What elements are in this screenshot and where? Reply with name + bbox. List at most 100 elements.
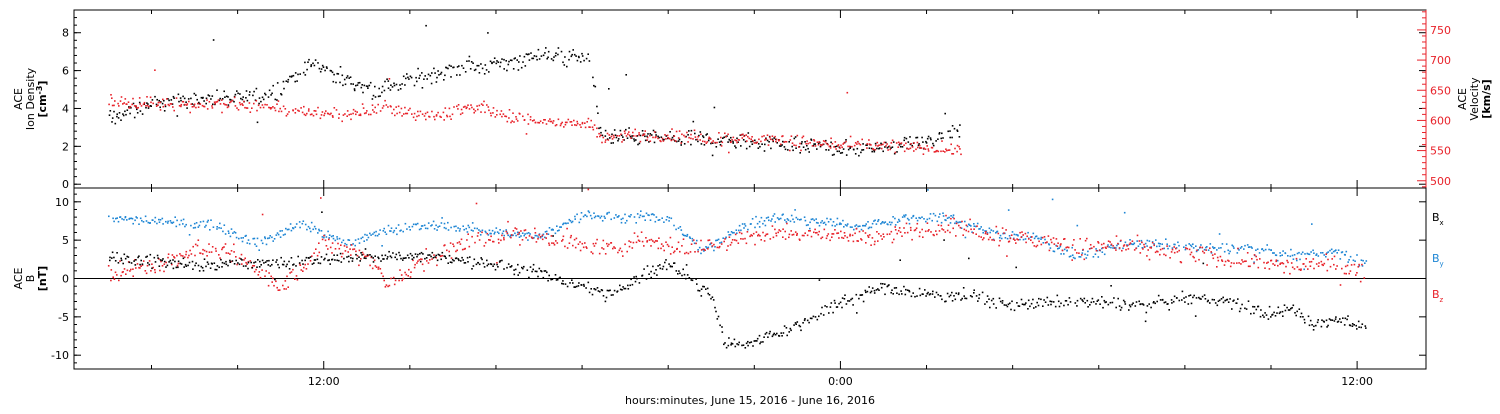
velocity-point <box>307 110 310 112</box>
bz-point <box>650 245 652 247</box>
bx-point <box>1222 301 1225 304</box>
bx-point <box>682 268 684 271</box>
bz-point <box>177 262 180 265</box>
velocity-point <box>294 108 297 110</box>
density-point <box>853 148 855 151</box>
bz-point <box>1112 245 1114 247</box>
by-point <box>666 216 669 218</box>
bx-point <box>478 263 481 266</box>
density-point <box>436 76 438 79</box>
density-point <box>703 144 706 146</box>
by-point <box>216 226 218 228</box>
by-point <box>128 217 131 220</box>
density-point <box>503 58 505 61</box>
density-point <box>780 145 782 147</box>
bx-point <box>185 265 188 267</box>
bx-point <box>638 282 641 284</box>
bx-point <box>1033 307 1035 309</box>
density-point <box>439 73 442 75</box>
bx-point <box>962 287 965 289</box>
bx-point <box>200 265 203 268</box>
velocity-point <box>234 105 237 107</box>
velocity-point <box>244 106 246 109</box>
bz-point <box>720 243 723 245</box>
by-point <box>881 221 883 224</box>
by-point <box>762 222 764 225</box>
density-point <box>387 87 390 89</box>
density-point <box>424 75 426 77</box>
by-point <box>1296 259 1298 262</box>
bz-point <box>503 237 505 239</box>
density-point <box>147 107 150 109</box>
velocity-point <box>796 134 799 137</box>
bx-point <box>109 259 111 262</box>
density-point <box>903 139 905 142</box>
by-point <box>455 230 457 232</box>
bz-point <box>826 235 829 237</box>
bz-point <box>1286 259 1288 262</box>
density-point <box>734 145 736 147</box>
density-point <box>146 102 148 104</box>
by-point <box>1174 243 1176 246</box>
bz-point <box>112 276 114 278</box>
bz-point <box>1279 263 1281 265</box>
bx-point <box>1224 299 1226 302</box>
density-point <box>469 68 472 70</box>
by-point <box>117 220 120 223</box>
by-point <box>1329 249 1331 252</box>
by-point <box>946 217 949 219</box>
density-point <box>386 78 388 80</box>
bz-point <box>596 238 598 241</box>
bz-point <box>1024 232 1027 235</box>
by-point <box>345 243 348 246</box>
by-point <box>1339 258 1342 260</box>
bz-point <box>514 227 516 229</box>
by-point <box>277 233 280 236</box>
velocity-point <box>225 104 228 106</box>
bx-point <box>906 289 909 291</box>
by-point <box>233 231 236 233</box>
velocity-point <box>688 136 690 139</box>
density-point <box>601 134 604 137</box>
bx-point <box>292 264 294 266</box>
density-point <box>940 137 942 140</box>
by-point <box>640 210 642 212</box>
velocity-tick-label: 650 <box>1430 84 1451 97</box>
bx-point <box>888 284 890 286</box>
bx-point <box>686 274 689 276</box>
density-point <box>544 52 546 54</box>
by-point <box>910 217 913 219</box>
velocity-point <box>197 106 200 108</box>
bz-point <box>392 276 395 279</box>
bz-point <box>219 257 221 259</box>
density-point <box>588 60 591 62</box>
by-point <box>805 224 808 227</box>
bx-point <box>486 259 488 262</box>
bx-point <box>1144 320 1147 323</box>
bx-point <box>1358 326 1360 328</box>
bz-point <box>477 232 480 234</box>
by-point <box>176 219 178 222</box>
bz-point <box>408 268 410 271</box>
velocity-point <box>767 144 770 146</box>
bx-point <box>781 335 783 337</box>
bz-point <box>1107 240 1110 242</box>
bz-point <box>265 270 267 272</box>
density-point <box>761 143 763 145</box>
bz-point <box>158 258 160 260</box>
velocity-point <box>802 135 805 138</box>
bz-point <box>1198 258 1200 261</box>
density-point <box>856 147 859 150</box>
bx-point <box>213 262 216 264</box>
velocity-point <box>887 149 889 151</box>
velocity-point <box>266 104 268 106</box>
by-point <box>868 226 871 229</box>
bz-point <box>414 263 416 266</box>
bx-point <box>963 295 965 297</box>
bz-point <box>837 232 840 234</box>
density-point <box>358 81 361 84</box>
bz-point <box>629 241 632 243</box>
by-point <box>821 220 823 222</box>
bx-point <box>109 256 111 259</box>
by-point <box>966 225 969 228</box>
